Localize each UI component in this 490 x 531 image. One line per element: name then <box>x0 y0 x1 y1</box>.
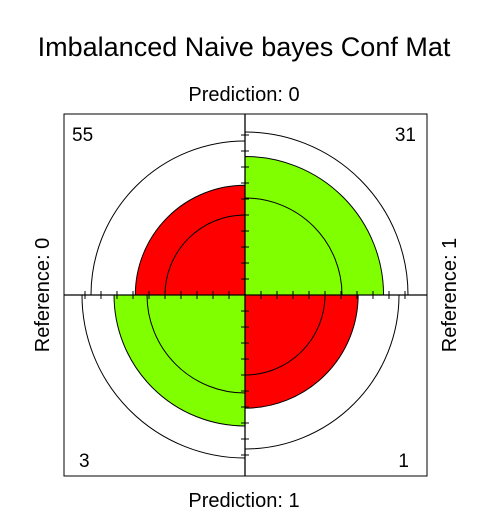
label-bottom: Prediction: 1 <box>188 490 299 512</box>
label-right: Reference: 1 <box>439 238 461 353</box>
inner-ring-bottom-right <box>244 294 326 376</box>
sector-top-right <box>244 155 385 296</box>
inner-ring-top-right <box>244 197 343 296</box>
chart-title: Imbalanced Naive bayes Conf Mat <box>38 32 451 62</box>
plot-area <box>63 113 428 477</box>
label-left: Reference: 0 <box>32 238 54 353</box>
inner-ring-bottom-left <box>146 294 246 394</box>
count-top-right: 31 <box>395 125 416 146</box>
sector-bottom-left <box>113 294 246 427</box>
count-bottom-left: 3 <box>79 451 90 472</box>
count-top-left: 55 <box>72 125 93 146</box>
label-top: Prediction: 0 <box>188 84 299 106</box>
sector-top-left <box>134 184 246 296</box>
outer-ring-top-left <box>90 140 246 296</box>
inner-ring-top-left <box>164 214 246 296</box>
outer-ring-bottom-right <box>244 294 400 450</box>
count-bottom-right: 1 <box>398 451 409 472</box>
outer-ring-top-right <box>244 131 409 296</box>
outer-ring-bottom-left <box>81 294 246 459</box>
